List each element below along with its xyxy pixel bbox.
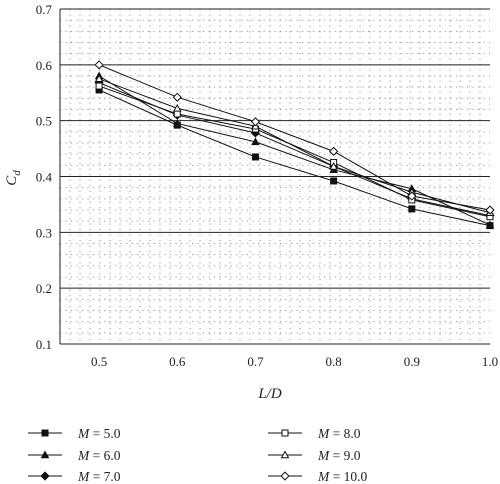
data-point bbox=[408, 205, 416, 213]
legend-label-var: M bbox=[77, 448, 90, 463]
legend-item-2: M = 6.0 bbox=[28, 448, 121, 463]
legend-marker bbox=[40, 450, 50, 459]
legend-label-value: = 8.0 bbox=[329, 426, 360, 441]
series-line bbox=[98, 75, 491, 226]
data-point bbox=[251, 153, 259, 161]
series-group bbox=[94, 60, 495, 230]
y-tick-label: 0.3 bbox=[36, 225, 52, 240]
legend-label: M = 5.0 bbox=[77, 426, 121, 441]
legend-item-4: M = 8.0 bbox=[268, 426, 361, 441]
legend-label-value: = 7.0 bbox=[89, 469, 120, 484]
legend-item-6: M = 10.0 bbox=[268, 469, 367, 484]
legend-label: M = 8.0 bbox=[317, 426, 361, 441]
grid bbox=[60, 8, 490, 345]
legend-marker bbox=[280, 450, 290, 459]
y-axis-title-main: C bbox=[4, 175, 20, 186]
y-tick-label: 0.5 bbox=[36, 114, 52, 129]
data-point bbox=[407, 191, 417, 201]
data-point bbox=[485, 220, 495, 229]
x-tick-label: 0.8 bbox=[326, 354, 342, 369]
legend-marker bbox=[41, 429, 49, 437]
legend-label: M = 9.0 bbox=[317, 448, 361, 463]
legend-label-var: M bbox=[77, 469, 90, 484]
data-point bbox=[94, 74, 104, 83]
series-line bbox=[98, 64, 491, 211]
y-axis-title-sub: d bbox=[11, 170, 23, 176]
series-line bbox=[98, 82, 491, 217]
x-tick-label: 0.6 bbox=[169, 354, 186, 369]
legend-label-value: = 5.0 bbox=[89, 426, 120, 441]
legend-label-var: M bbox=[317, 469, 330, 484]
series-line bbox=[98, 78, 491, 214]
legend-label: M = 6.0 bbox=[77, 448, 121, 463]
legend-marker bbox=[281, 429, 289, 437]
series-1 bbox=[95, 86, 494, 230]
x-tick-label: 0.7 bbox=[247, 354, 264, 369]
y-tick-label: 0.6 bbox=[36, 58, 53, 73]
series-6 bbox=[94, 60, 495, 215]
y-tick-label: 0.2 bbox=[36, 281, 52, 296]
data-point bbox=[329, 146, 339, 156]
data-point bbox=[330, 177, 338, 185]
legend-label-value: = 6.0 bbox=[89, 448, 120, 463]
axes: 0.1 0.2 0.3 0.4 0.5 0.6 0.7 0.5 0.6 0.7 0.8 0.9 1.0 bbox=[36, 2, 498, 369]
series-line bbox=[98, 89, 491, 227]
data-point bbox=[94, 60, 104, 70]
data-point bbox=[173, 110, 181, 118]
data-point bbox=[172, 103, 182, 112]
legend-label: M = 10.0 bbox=[317, 469, 367, 484]
data-point bbox=[329, 161, 338, 170]
data-point bbox=[172, 92, 182, 102]
x-tick-label: 0.9 bbox=[404, 354, 420, 369]
data-point bbox=[95, 82, 103, 90]
legend-item-5: M = 9.0 bbox=[268, 448, 361, 463]
data-point bbox=[250, 117, 261, 127]
x-axis-title: L/D bbox=[257, 386, 282, 402]
legend-label: M = 7.0 bbox=[77, 469, 121, 484]
data-point bbox=[172, 118, 182, 127]
legend-label-var: M bbox=[77, 426, 90, 441]
data-point bbox=[485, 205, 495, 215]
legend: M = 5.0M = 6.0M = 7.0M = 8.0M = 9.0M = 1… bbox=[28, 426, 367, 484]
y-tick-label: 0.7 bbox=[36, 2, 53, 17]
legend-item-1: M = 5.0 bbox=[28, 426, 121, 441]
legend-label-var: M bbox=[317, 426, 330, 441]
x-tick-label: 0.5 bbox=[91, 354, 107, 369]
legend-label-value: = 9.0 bbox=[329, 448, 360, 463]
y-tick-label: 0.4 bbox=[36, 170, 53, 185]
legend-label-var: M bbox=[317, 448, 330, 463]
data-point bbox=[251, 137, 260, 146]
legend-marker bbox=[280, 471, 290, 481]
y-axis-title: Cd bbox=[4, 170, 23, 186]
legend-label-value: = 10.0 bbox=[329, 469, 367, 484]
legend-item-3: M = 7.0 bbox=[28, 469, 121, 484]
y-tick-label: 0.1 bbox=[36, 337, 52, 352]
legend-marker bbox=[40, 471, 50, 481]
x-tick-label: 1.0 bbox=[482, 354, 498, 369]
